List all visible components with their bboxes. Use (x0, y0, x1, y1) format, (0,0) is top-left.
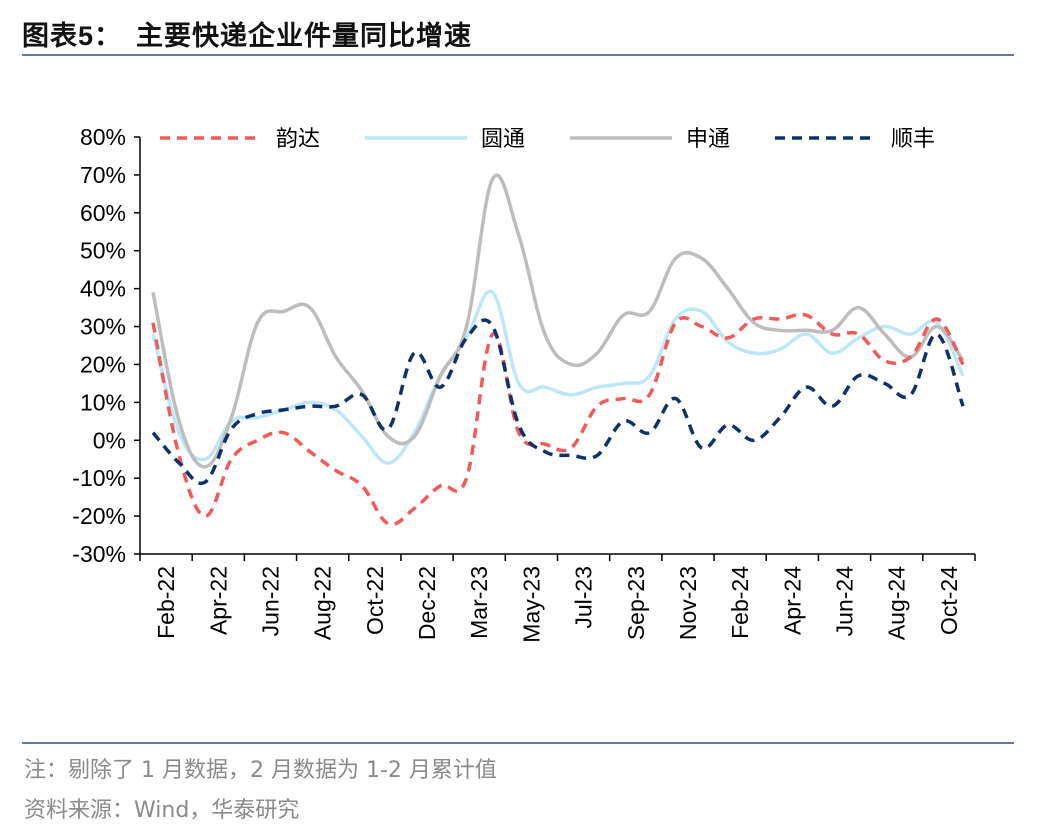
y-tick-label: -30% (72, 541, 126, 567)
source-note: 资料来源：Wind，华泰研究 (24, 798, 300, 823)
legend-label-3: 顺丰 (891, 126, 935, 151)
legend: 韵达 圆通 申通 顺丰 (160, 126, 935, 151)
x-tick-label: Aug-22 (310, 566, 336, 640)
x-tick-label: Apr-24 (779, 566, 805, 635)
y-tick-label: 0% (93, 427, 126, 453)
x-tick-label: Jun-24 (832, 566, 858, 637)
legend-label-0: 韵达 (276, 126, 320, 151)
legend-label-2: 申通 (686, 126, 730, 151)
series-line-1 (151, 289, 965, 465)
title-prefix: 图表 (22, 21, 78, 52)
y-tick-label: 40% (80, 276, 126, 302)
title-number: 5： (78, 21, 123, 51)
legend-label-1: 圆通 (481, 126, 525, 151)
y-tick-label: 70% (80, 162, 126, 188)
bottom-divider (22, 742, 1014, 744)
x-tick-label: Oct-24 (936, 566, 962, 635)
x-tick-label: Dec-22 (414, 566, 440, 640)
y-tick-label: 80% (80, 124, 126, 150)
x-tick-label: Aug-24 (884, 566, 910, 640)
y-tick-label: 30% (80, 314, 126, 340)
series-layer (151, 173, 965, 527)
x-tick-label: Apr-22 (205, 566, 231, 635)
x-axis: Feb-22 Apr-22 Jun-22 Aug-22 Oct-22 Dec-22 Mar-… (139, 553, 976, 643)
y-tick-label: 10% (80, 389, 126, 415)
chart-title: 图表5： 主要快递企业件量同比增速 (22, 14, 472, 53)
line-chart: -30% -20% -10% 0% 10% 20% 30% 40% 50% 60% 70% 80% F… (72, 124, 976, 643)
footnote: 注：剔除了 1 月数据，2 月数据为 1-2 月累计值 (24, 758, 497, 783)
y-tick-label: 20% (80, 351, 126, 377)
x-tick-label: Nov-23 (675, 566, 701, 640)
x-tick-label: Jun-22 (257, 566, 283, 636)
y-tick-label: -20% (72, 503, 126, 529)
x-tick-label: Sep-23 (623, 566, 649, 640)
x-tick-label: Feb-24 (727, 566, 753, 639)
x-tick-label: Jul-23 (571, 566, 597, 629)
y-axis: -30% -20% -10% 0% 10% 20% 30% 40% 50% 60% 70% 80% (72, 124, 141, 567)
x-tick-label: May-23 (518, 566, 544, 643)
series-line-2 (151, 173, 965, 469)
series-line-3 (151, 318, 965, 486)
series-line-0 (151, 312, 965, 527)
top-divider (22, 54, 1014, 56)
x-tick-label: Mar-23 (466, 566, 492, 639)
y-tick-label: -10% (72, 465, 126, 491)
y-tick-label: 60% (80, 200, 126, 226)
title-text: 主要快递企业件量同比增速 (136, 21, 473, 52)
x-tick-label: Feb-22 (153, 566, 179, 639)
x-tick-label: Oct-22 (362, 566, 388, 635)
y-tick-label: 50% (80, 238, 126, 264)
